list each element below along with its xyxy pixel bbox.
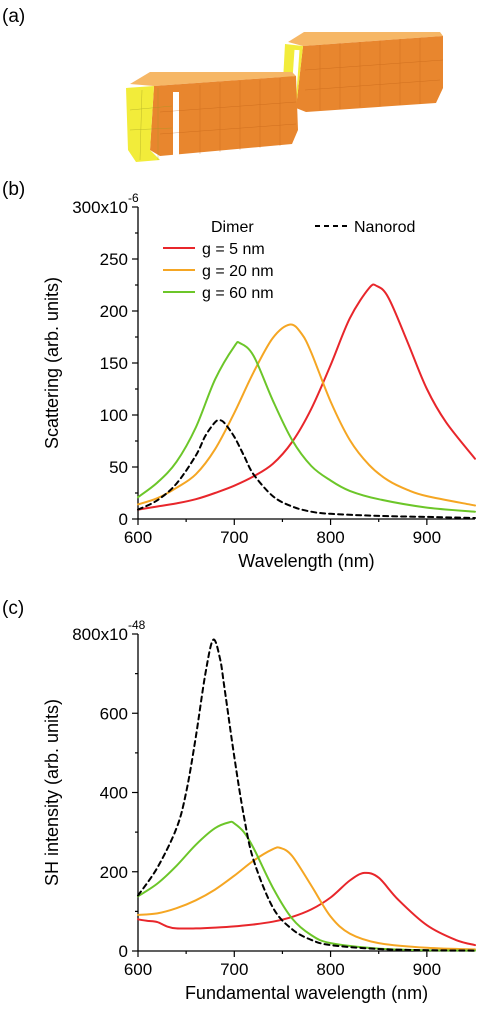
x-tick-label: 800 bbox=[316, 960, 344, 979]
y-tick-label: 0 bbox=[119, 510, 128, 529]
x-tick-label: 700 bbox=[220, 960, 248, 979]
y-exponent-label: -48 bbox=[128, 618, 146, 632]
panel-b-label: (b) bbox=[2, 179, 25, 200]
y-axis-title: SH intensity (arb. units) bbox=[42, 699, 62, 886]
y-tick-label: 150 bbox=[100, 354, 128, 373]
legend-label: g = 20 nm bbox=[202, 263, 274, 280]
y-tick-label: 200 bbox=[100, 302, 128, 321]
y-exponent-label: -6 bbox=[128, 191, 139, 205]
legend-label: g = 60 nm bbox=[202, 285, 274, 302]
y-top-tick-label: 300x10 bbox=[72, 198, 128, 217]
x-tick-label: 900 bbox=[413, 960, 441, 979]
nanorod-dimer-illustration bbox=[126, 32, 444, 162]
x-tick-label: 800 bbox=[316, 528, 344, 547]
legend-label: g = 5 nm bbox=[202, 241, 265, 258]
series-line-g-20-nm bbox=[137, 323, 476, 507]
series-line-g-60-nm bbox=[137, 340, 476, 513]
series-line-g-60-nm bbox=[137, 820, 476, 952]
series-line-g-5-nm bbox=[137, 283, 476, 511]
front-nanorod bbox=[126, 72, 298, 162]
y-tick-label: 100 bbox=[100, 406, 128, 425]
x-tick-label: 600 bbox=[124, 960, 152, 979]
x-axis-title: Wavelength (nm) bbox=[238, 551, 374, 571]
panel-c-label: (c) bbox=[2, 598, 24, 619]
legend-title: Dimer bbox=[211, 219, 254, 236]
y-tick-label: 250 bbox=[100, 250, 128, 269]
x-tick-label: 600 bbox=[124, 528, 152, 547]
y-tick-label: 50 bbox=[109, 458, 128, 477]
series-line-g-20-nm bbox=[137, 846, 476, 951]
back-nanorod bbox=[282, 32, 444, 112]
y-tick-label: 400 bbox=[100, 784, 128, 803]
scattering-chart: 600 700 800 900 0 50 100 150 200 250 300x10 -6 Wavel… bbox=[42, 191, 476, 571]
sh-intensity-chart: 600 700 800 900 0 200 400 600 800x10 -48 Fundament… bbox=[42, 618, 476, 1003]
legend: Dimer g = 5 nm g = 20 nm g = 60 nm Nanorod bbox=[163, 219, 415, 302]
y-top-tick-label: 800x10 bbox=[72, 625, 128, 644]
y-tick-label: 600 bbox=[100, 704, 128, 723]
x-tick-label: 900 bbox=[413, 528, 441, 547]
series-line-nanorod bbox=[137, 419, 476, 519]
y-tick-label: 200 bbox=[100, 863, 128, 882]
legend-label: Nanorod bbox=[354, 219, 415, 236]
panel-a-label: (a) bbox=[2, 6, 25, 27]
y-axis-title: Scattering (arb. units) bbox=[42, 277, 62, 449]
series-line-g-5-nm bbox=[137, 871, 476, 947]
x-axis-title: Fundamental wavelength (nm) bbox=[185, 983, 428, 1003]
series-line-nanorod bbox=[137, 638, 476, 952]
y-tick-label: 0 bbox=[119, 942, 128, 961]
x-tick-label: 700 bbox=[220, 528, 248, 547]
